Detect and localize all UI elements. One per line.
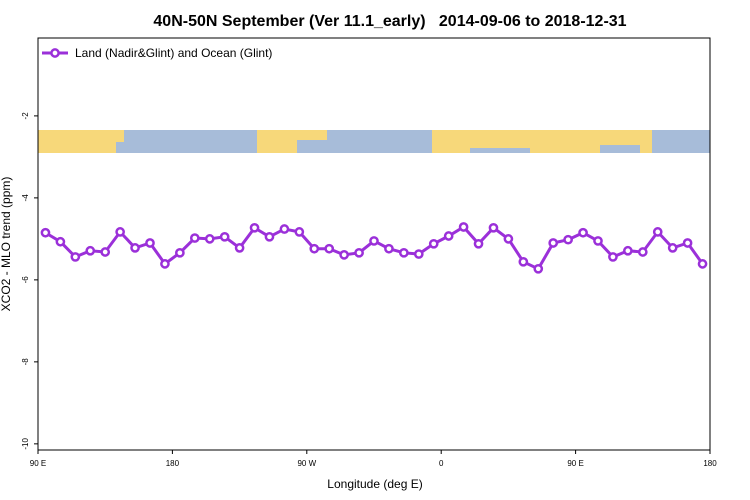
data-point [189,233,200,243]
data-point [369,236,379,246]
x-axis-label: Longitude (deg E) [327,477,422,491]
data-point [428,238,439,249]
data-point [100,247,111,257]
data-point [294,227,305,237]
data-point [339,250,349,260]
data-point [145,238,155,248]
data-point [70,252,81,262]
data-point [85,245,96,256]
y-tick-label: -4 [21,194,30,202]
data-point [608,252,618,262]
data-point [503,234,514,244]
legend-marker [50,48,60,58]
data-point [518,256,529,267]
data-point [399,247,409,258]
data-point [354,247,364,258]
series-line [44,225,704,271]
data-point [682,238,693,248]
data-point [279,224,290,234]
y-tick-label: -10 [21,438,30,450]
data-point [219,231,230,242]
data-point [578,227,588,238]
x-tick-label: 90 E [30,459,46,468]
legend-label: Land (Nadir&Glint) and Ocean (Glint) [75,46,272,60]
data-point [443,231,454,241]
y-tick-label: -2 [21,112,30,120]
data-point [697,259,708,269]
data-point [473,238,484,249]
data-point [548,238,559,248]
data-point [413,249,424,259]
data-point [593,236,603,246]
data-point [458,222,469,232]
data-point [637,247,648,257]
y-axis-label: XCO2 - MLO trend (ppm) [0,177,13,312]
data-point [160,259,170,269]
data-point [115,227,125,237]
data-point [488,222,499,233]
data-point [55,236,66,247]
data-point [623,245,633,256]
x-tick-label: 90 W [297,459,316,468]
data-point [234,243,245,253]
data-point [204,234,215,244]
chart-title: 40N-50N September (Ver 11.1_early) 2014-… [153,13,626,30]
data-point [667,243,678,253]
data-point [130,243,140,253]
map-band [38,130,710,153]
y-tick-label: -8 [21,358,30,366]
data-point [249,222,260,233]
x-tick-label: 90 E [567,459,583,468]
data-point [652,227,663,237]
data-point [533,263,544,274]
data-point [309,243,320,254]
data-point [563,234,573,245]
data-point [324,243,335,254]
y-tick-label: -6 [21,276,30,284]
data-point [384,243,394,254]
x-tick-label: 180 [703,459,717,468]
x-tick-label: 180 [166,459,180,468]
x-tick-label: 0 [439,459,444,468]
data-point [175,247,185,258]
plot-frame [37,37,711,451]
data-point [40,227,51,238]
data-point [264,231,275,242]
